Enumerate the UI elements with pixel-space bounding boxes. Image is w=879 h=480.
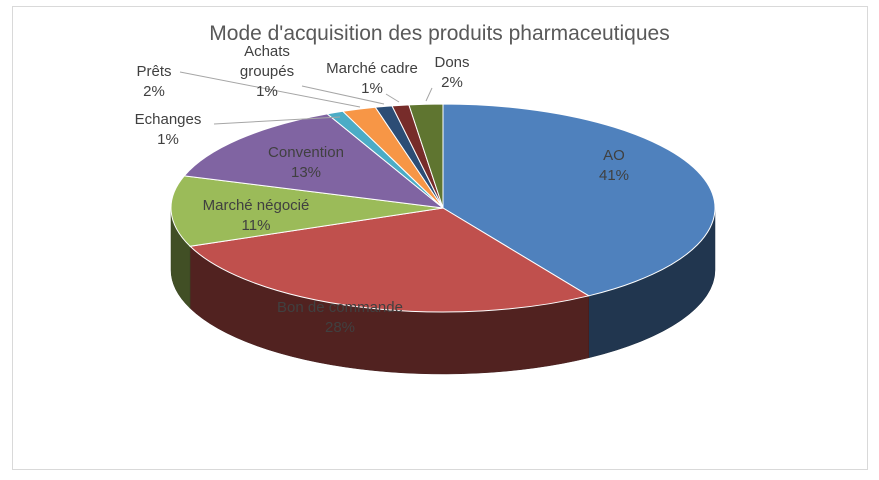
label-echanges: Echanges 1% <box>135 111 202 148</box>
leader-line-prets <box>179 71 361 108</box>
label-prets-line: 2% <box>143 83 165 100</box>
chart-title: Mode d'acquisition des produits pharmace… <box>209 22 670 45</box>
label-achats-groupes: Achats groupés 1% <box>240 43 294 100</box>
leader-line-achats-groupes <box>301 85 385 105</box>
label-marche-negocie-line: 11% <box>242 217 271 234</box>
label-marche-negocie-line: Marché négocié <box>203 197 310 214</box>
label-marche-cadre-line: 1% <box>361 80 383 97</box>
pie-slice-convention <box>183 113 445 209</box>
leader-line-dons <box>425 87 433 102</box>
label-convention-line: 13% <box>291 164 321 181</box>
label-ao-line: AO <box>603 147 625 164</box>
leader-line-marche-cadre <box>385 93 400 103</box>
label-bon-de-commande-line: Bon de commande <box>277 299 403 316</box>
label-convention-line: Convention <box>268 144 344 161</box>
label-bon-de-commande: Bon de commande 28% <box>277 299 403 336</box>
label-achats-groupes-line: 1% <box>256 83 278 100</box>
pie-slice-ao <box>442 103 716 297</box>
label-echanges-line: 1% <box>157 131 179 148</box>
label-prets-line: Prêts <box>136 63 171 80</box>
label-marche-negocie: Marché négocié 11% <box>203 197 310 234</box>
label-marche-cadre: Marché cadre 1% <box>326 60 418 97</box>
pie-top <box>170 103 716 313</box>
pie-slice-dons <box>408 103 444 209</box>
pie-slice-bon-de-commande <box>189 207 591 313</box>
pie-slice-marche-negocie <box>170 175 444 247</box>
pie-labels: AO 41% Bon de commande 28% Marché négocié 11%… <box>135 43 629 336</box>
leader-line-echanges <box>213 116 341 125</box>
label-achats-groupes-line: groupés <box>240 63 294 80</box>
label-convention: Convention 13% <box>268 144 344 181</box>
label-dons-line: Dons <box>434 54 469 71</box>
label-achats-groupes-line: Achats <box>244 43 290 60</box>
label-ao-line: 41% <box>599 167 629 184</box>
label-echanges-line: Echanges <box>135 111 202 128</box>
label-dons-line: 2% <box>441 74 463 91</box>
label-marche-cadre-line: Marché cadre <box>326 60 418 77</box>
label-dons: Dons 2% <box>434 54 469 91</box>
label-prets: Prêts 2% <box>136 63 171 100</box>
label-bon-de-commande-line: 28% <box>325 319 355 336</box>
label-ao: AO 41% <box>599 147 629 184</box>
